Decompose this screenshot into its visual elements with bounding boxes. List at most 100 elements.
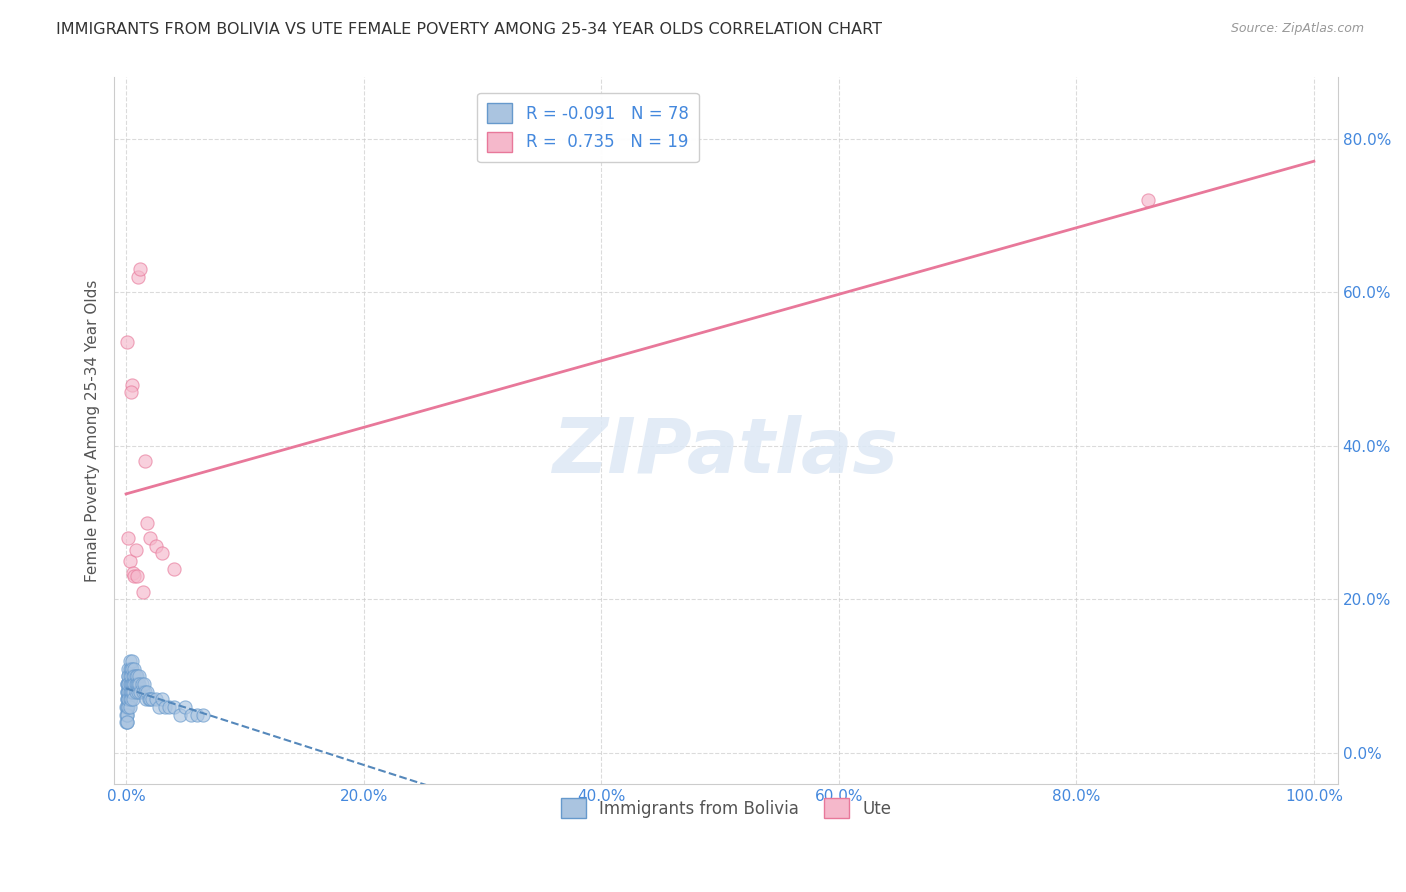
Point (117, 677, 139, 691)
Point (117, 531, 139, 545)
Point (121, 677, 143, 691)
Point (120, 677, 142, 691)
Point (162, 562, 184, 576)
Point (122, 684, 145, 698)
Point (118, 662, 141, 676)
Point (131, 684, 153, 698)
Point (132, 677, 155, 691)
Point (118, 684, 141, 698)
Point (117, 700, 139, 714)
Point (186, 707, 208, 722)
Point (121, 684, 143, 698)
Point (136, 516, 159, 530)
Point (117, 677, 139, 691)
Point (117, 684, 139, 698)
Point (120, 669, 142, 683)
Point (162, 700, 184, 714)
Point (117, 335, 139, 350)
Point (157, 700, 180, 714)
Point (120, 692, 142, 706)
Point (124, 669, 146, 683)
Point (169, 707, 191, 722)
Point (117, 684, 139, 698)
Point (125, 569, 148, 583)
Point (122, 669, 145, 683)
Point (124, 662, 146, 676)
Point (131, 677, 153, 691)
Point (121, 654, 143, 668)
Point (124, 684, 146, 698)
Point (1136, 194, 1159, 208)
Point (124, 569, 146, 583)
Point (193, 707, 215, 722)
Point (127, 270, 149, 285)
Point (135, 692, 157, 706)
Text: ZIPatlas: ZIPatlas (553, 415, 898, 489)
Point (121, 662, 143, 676)
Point (155, 700, 177, 714)
Point (124, 669, 146, 683)
Point (117, 684, 139, 698)
Point (121, 377, 143, 392)
Point (139, 531, 162, 545)
Point (117, 692, 139, 706)
Point (117, 692, 139, 706)
Point (124, 677, 146, 691)
Point (117, 692, 139, 706)
Point (117, 669, 139, 683)
Point (136, 684, 159, 698)
Point (131, 584, 153, 599)
Point (129, 262, 152, 277)
Point (120, 662, 142, 676)
Point (174, 700, 197, 714)
Point (150, 546, 173, 560)
Legend: Immigrants from Bolivia, Ute: Immigrants from Bolivia, Ute (554, 791, 898, 825)
Point (139, 692, 162, 706)
Point (117, 684, 139, 698)
Point (124, 677, 146, 691)
Point (115, 700, 138, 714)
Point (117, 677, 139, 691)
Point (125, 677, 148, 691)
Point (117, 715, 139, 730)
Point (117, 715, 139, 730)
Point (128, 669, 150, 683)
Point (120, 385, 142, 400)
Point (122, 677, 145, 691)
Point (118, 554, 141, 568)
Point (180, 707, 202, 722)
Point (117, 700, 139, 714)
Point (118, 700, 141, 714)
Point (117, 692, 139, 706)
Y-axis label: Female Poverty Among 25-34 Year Olds: Female Poverty Among 25-34 Year Olds (86, 279, 100, 582)
Point (122, 692, 145, 706)
Text: IMMIGRANTS FROM BOLIVIA VS UTE FEMALE POVERTY AMONG 25-34 YEAR OLDS CORRELATION : IMMIGRANTS FROM BOLIVIA VS UTE FEMALE PO… (56, 22, 882, 37)
Point (117, 662, 139, 676)
Point (120, 684, 142, 698)
Point (138, 692, 160, 706)
Point (124, 542, 146, 557)
Point (117, 707, 139, 722)
Text: Source: ZipAtlas.com: Source: ZipAtlas.com (1230, 22, 1364, 36)
Point (118, 677, 141, 691)
Point (128, 677, 150, 691)
Point (127, 677, 149, 691)
Point (150, 692, 173, 706)
Point (118, 654, 141, 668)
Point (117, 700, 139, 714)
Point (145, 692, 167, 706)
Point (129, 684, 152, 698)
Point (134, 684, 156, 698)
Point (145, 539, 167, 553)
Point (117, 669, 139, 683)
Point (115, 715, 138, 730)
Point (125, 669, 148, 683)
Point (118, 669, 141, 683)
Point (141, 692, 163, 706)
Point (122, 566, 145, 580)
Point (117, 677, 139, 691)
Point (118, 692, 141, 706)
Point (148, 700, 170, 714)
Point (134, 454, 156, 468)
Point (115, 707, 138, 722)
